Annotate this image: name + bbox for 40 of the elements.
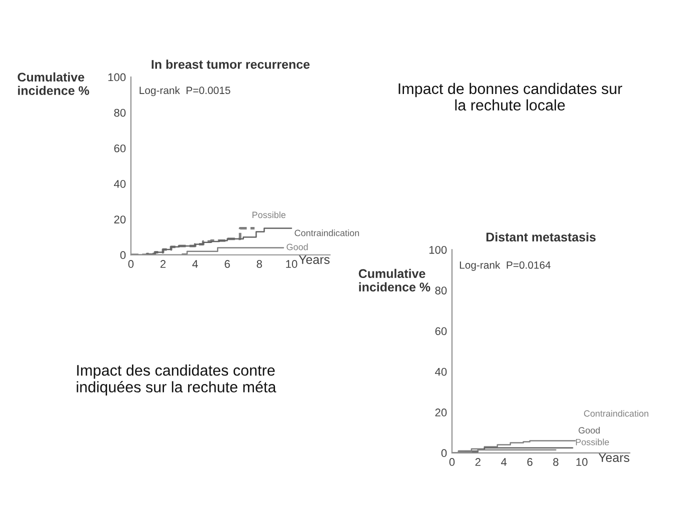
x-tick-label: 0 [128,260,134,268]
x-tick-label: 4 [501,458,507,466]
text: Impact de bonnes candidates sur la rechute locale [398,82,622,111]
series-label: Contraindication [294,230,359,236]
chart-title: In breast tumor recurrence [152,60,310,69]
y-axis-title: Cumulative incidence % [18,72,90,96]
text: Possible [576,438,609,446]
y-tick-label: 20 [435,408,447,416]
y-tick-label: 100 [429,246,447,254]
x-tick-label: 8 [553,458,558,466]
chart-title: Distant metastasis [486,232,596,242]
x-tick-label: 2 [160,260,166,268]
text: Contraindication [584,410,648,417]
y-tick-label: 0 [441,449,447,458]
series-label: Good [286,244,308,250]
x-tick-label: 10 [286,260,298,268]
x-axis-title: Years [298,255,330,264]
y-tick-label: 100 [108,73,126,82]
x-tick-label: 6 [224,260,230,268]
y-tick-label: 40 [114,180,126,188]
x-tick-label: 6 [527,458,532,466]
y-tick-label: 0 [120,251,126,260]
y-tick-label: 80 [114,108,126,117]
y-axis-title: Cumulative incidence % [358,268,430,292]
y-tick-label: 20 [114,216,126,224]
y-tick-label: 60 [435,327,447,336]
y-tick-label: 40 [435,368,447,376]
x-tick-label: 8 [256,260,262,268]
x-tick-label: 0 [449,458,455,466]
y-tick-label: 80 [435,286,447,294]
x-tick-label: 4 [192,260,198,268]
annotation: Log-rank P=0.0164 [460,261,551,271]
y-tick-label: 60 [114,144,126,152]
series-label: Possible [252,211,286,218]
x-tick-label: 2 [475,458,480,466]
series-label: Good [578,426,600,434]
x-tick-label: 10 [576,458,588,466]
text: Impact des candidates contre indiquées sur la rechute méta [76,364,276,396]
annotation: Log-rank P=0.0015 [140,86,230,96]
x-axis-title: Years [598,453,630,462]
